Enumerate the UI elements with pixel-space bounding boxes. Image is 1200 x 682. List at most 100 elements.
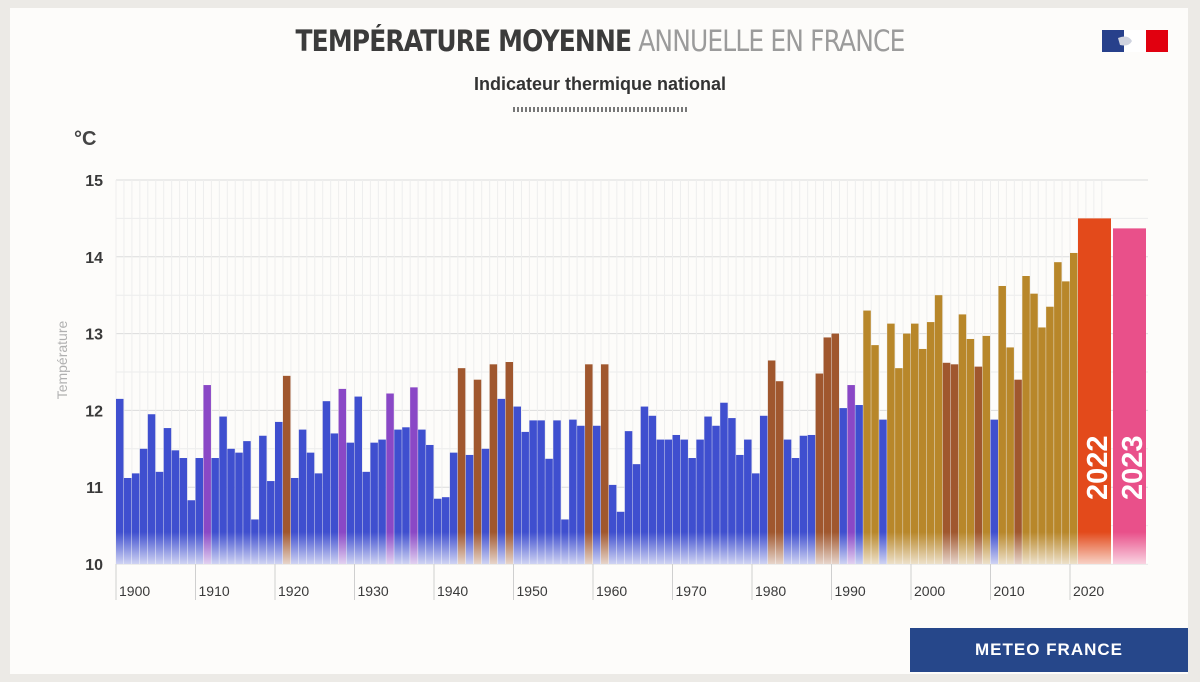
title-bold: TEMPÉRATURE MOYENNE [295, 24, 632, 58]
bar-1965 [632, 464, 641, 564]
y-tick-12: 12 [85, 403, 103, 420]
bar-1919 [267, 481, 275, 564]
bar-1924 [306, 452, 315, 564]
bar-1927 [330, 433, 339, 564]
bar-1931 [362, 471, 370, 564]
bar-1901 [123, 477, 132, 564]
bar-1949 [505, 362, 514, 564]
bar-1976 [720, 402, 728, 564]
bar-1974 [704, 416, 712, 564]
x-tick-1950: 1950 [517, 583, 548, 599]
bar-1968 [656, 439, 665, 564]
bar-1937 [410, 387, 418, 564]
bar-1946 [481, 448, 490, 564]
bar-1911 [203, 385, 211, 564]
bar-1985 [791, 458, 800, 564]
bar-2004 [942, 362, 951, 564]
bar-1925 [314, 473, 323, 564]
bar-1982 [767, 360, 776, 564]
bar-1960 [593, 425, 601, 564]
bar-1928 [338, 388, 347, 564]
bar-1983 [775, 381, 784, 564]
bar-1995 [871, 345, 879, 564]
y-tick-14: 14 [85, 250, 103, 267]
bar-2011 [998, 285, 1006, 564]
dotted-divider [513, 107, 687, 112]
bar-1915 [235, 452, 243, 564]
bar-1932 [370, 442, 378, 564]
bar-1978 [736, 454, 744, 564]
bar-1945 [473, 379, 482, 564]
bar-1972 [688, 458, 696, 564]
y-tick-labels: 10 11 12 13 14 15 [85, 173, 103, 574]
bar-1969 [664, 439, 673, 564]
bar-2006 [958, 314, 967, 564]
bar-1938 [418, 429, 426, 564]
bar-1922 [290, 477, 299, 564]
bar-1997 [887, 323, 895, 564]
bar-2008 [974, 366, 983, 564]
bar-1987 [807, 434, 816, 564]
bar-1905 [155, 471, 164, 564]
x-tick-1960: 1960 [596, 583, 627, 599]
bar-1926 [322, 401, 331, 564]
bar-1913 [219, 416, 227, 564]
bar-1936 [402, 427, 410, 564]
bar-1984 [783, 439, 792, 564]
bar-1977 [728, 418, 736, 564]
x-tick-1930: 1930 [358, 583, 389, 599]
bar-1986 [799, 435, 808, 564]
bar-2007 [966, 338, 975, 564]
bar-2023 [1113, 228, 1146, 564]
bar-1939 [426, 444, 434, 564]
bar-1994 [863, 310, 871, 564]
x-tick-1970: 1970 [676, 583, 707, 599]
bar-1942 [449, 452, 458, 564]
french-flag-logo-icon [1102, 30, 1168, 52]
bar-1929 [346, 442, 355, 564]
bar-2013 [1014, 379, 1022, 564]
bar-2000 [911, 323, 919, 564]
bar-1959 [585, 364, 593, 564]
year-annotations: 2022 2023 [1082, 435, 1149, 500]
bar-1993 [855, 405, 863, 564]
bar-1962 [608, 484, 617, 564]
x-tick-1910: 1910 [199, 583, 230, 599]
bar-1988 [815, 373, 824, 564]
bar-1980 [752, 473, 760, 564]
bar-1906 [163, 428, 172, 564]
bar-1908 [179, 458, 188, 564]
bar-1947 [489, 364, 498, 564]
bar-1981 [759, 415, 768, 564]
bar-1914 [227, 448, 235, 564]
bar-2015 [1030, 293, 1038, 564]
bar-1918 [259, 435, 267, 564]
bar-1904 [147, 414, 156, 564]
bar-1955 [553, 420, 561, 564]
bar-1921 [282, 375, 291, 564]
y-tick-15: 15 [85, 173, 103, 190]
bar-1954 [545, 458, 553, 564]
bar-1900 [116, 398, 124, 564]
x-tick-1940: 1940 [437, 583, 468, 599]
bar-1910 [195, 458, 203, 564]
bar-1903 [139, 448, 148, 564]
x-tick-1900: 1900 [119, 583, 150, 599]
bar-2003 [934, 295, 943, 564]
y-tick-13: 13 [85, 327, 103, 344]
bar-1916 [243, 441, 251, 564]
bar-2012 [1006, 347, 1014, 564]
bar-1967 [648, 415, 657, 564]
bar-1953 [537, 420, 545, 564]
bars-group [116, 218, 1146, 564]
bar-1973 [696, 439, 704, 564]
bar-1966 [640, 406, 649, 564]
bar-1920 [275, 421, 283, 564]
y-tick-11: 11 [86, 480, 103, 497]
bar-1930 [354, 396, 362, 564]
bar-1941 [441, 497, 450, 564]
bar-1989 [823, 337, 832, 564]
annotation-2022: 2022 [1082, 435, 1114, 500]
bar-1990 [831, 333, 839, 564]
